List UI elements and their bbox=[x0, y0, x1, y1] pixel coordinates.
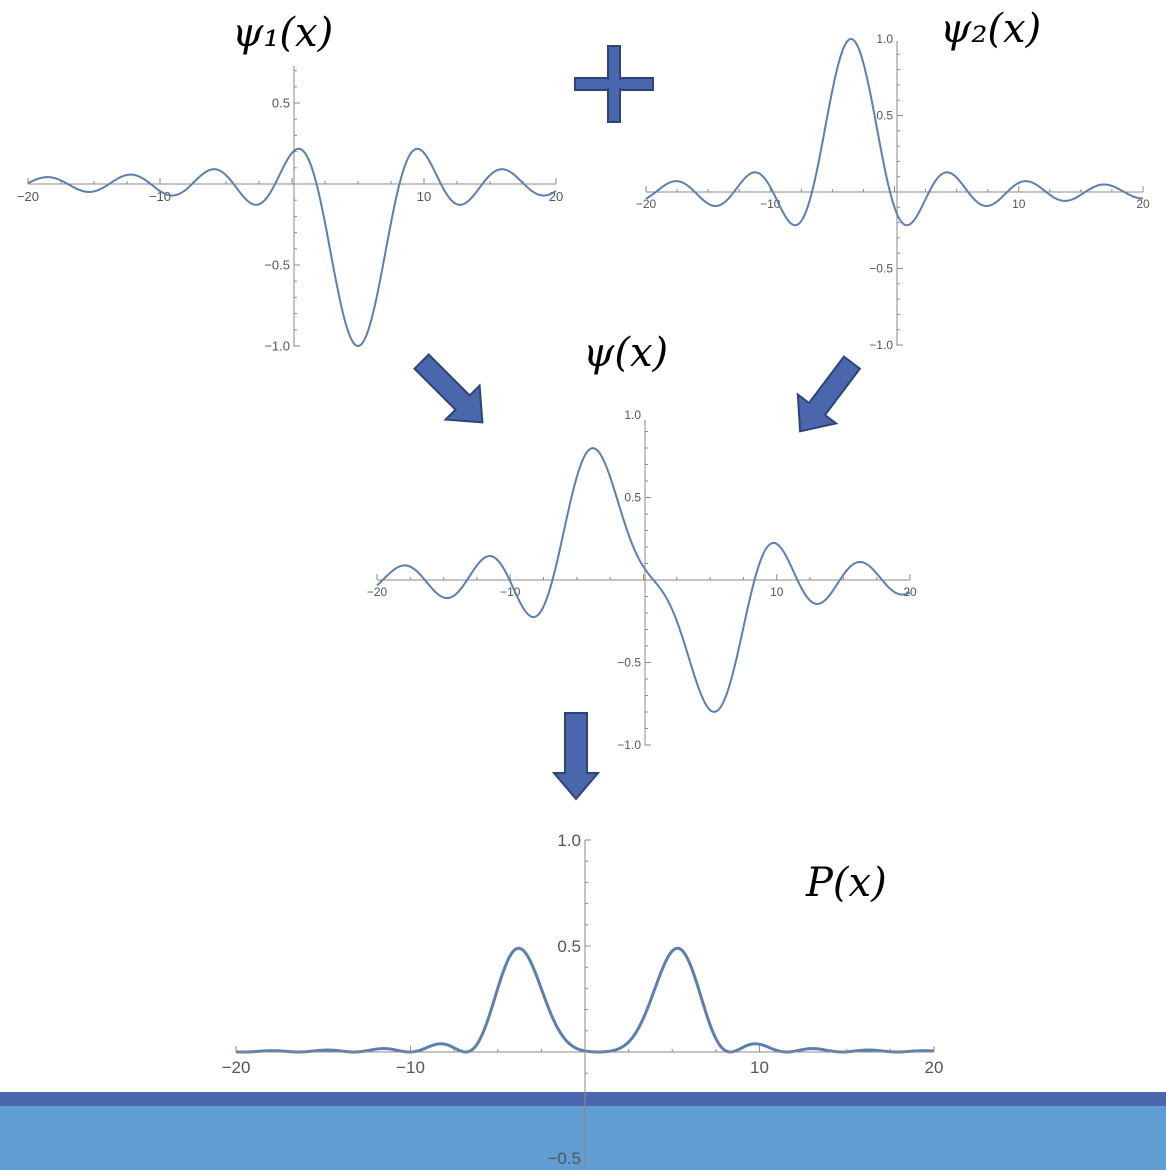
y-tick-label: 0.5 bbox=[624, 491, 641, 505]
axes bbox=[645, 41, 1144, 346]
y-tick-label: 1.0 bbox=[876, 32, 893, 46]
x-tick-label: −20 bbox=[17, 189, 39, 204]
footer-band-dark bbox=[0, 1092, 1166, 1106]
chart-probability bbox=[235, 946, 935, 1054]
arrow-shape bbox=[413, 353, 484, 424]
x-tick-label: 10 bbox=[1012, 197, 1026, 211]
plus-center-fill bbox=[577, 80, 651, 88]
x-tick-label: −20 bbox=[367, 585, 388, 599]
x-tick-label: 20 bbox=[903, 585, 917, 599]
psi1-title: ψ₁(x) bbox=[232, 10, 334, 56]
probability-title: P(x) bbox=[806, 860, 887, 906]
arrow-shape bbox=[551, 712, 601, 801]
psi2-series-line bbox=[645, 38, 1144, 227]
y-tick-label: 0.5 bbox=[876, 109, 893, 123]
chart-psi1: −20 −10 10 20 0.5 −0.5 −1.0 bbox=[17, 66, 563, 354]
chart-psi: −20 −10 10 20 1.0 0.5 −0.5 −1.0 bbox=[367, 408, 917, 752]
y-tick-label: 1.0 bbox=[624, 408, 641, 422]
y-tick-label: −0.5 bbox=[869, 262, 893, 276]
x-tick-label: 10 bbox=[417, 189, 431, 204]
y-tick-label: −0.5 bbox=[264, 258, 290, 273]
arrow-down-icon bbox=[551, 712, 601, 801]
y-tick-label: −0.5 bbox=[617, 656, 641, 670]
footer-band-light bbox=[0, 1106, 1166, 1170]
y-tick-label: −1.0 bbox=[264, 339, 290, 354]
x-tick-label: −20 bbox=[636, 197, 657, 211]
tick-labels: −20 −10 10 20 1.0 0.5 −0.5 −1.0 bbox=[367, 408, 917, 752]
arrow-down-right-icon bbox=[413, 353, 484, 424]
y-tick-label: 0.5 bbox=[272, 96, 290, 111]
psi-series-line bbox=[376, 447, 911, 713]
y-tick-label: −1.0 bbox=[869, 338, 893, 352]
x-tick-label: 10 bbox=[770, 585, 784, 599]
axes bbox=[27, 66, 557, 347]
chart-psi2: −20 −10 10 20 1.0 0.5 −0.5 −1.0 bbox=[636, 32, 1150, 352]
y-tick-label: −1.0 bbox=[617, 738, 641, 752]
axes bbox=[376, 420, 911, 746]
arrow-down-left-icon bbox=[796, 355, 862, 433]
psi-title: ψ(x) bbox=[583, 330, 669, 376]
x-tick-label: −10 bbox=[760, 197, 781, 211]
arrow-shape bbox=[796, 355, 862, 433]
psi2-title: ψ₂(x) bbox=[940, 6, 1042, 52]
probability-series-line bbox=[235, 946, 935, 1054]
x-tick-label: −10 bbox=[149, 189, 171, 204]
psi1-series-line bbox=[27, 147, 557, 347]
plus-icon bbox=[574, 45, 654, 123]
x-tick-label: 20 bbox=[1136, 197, 1150, 211]
x-tick-label: −10 bbox=[500, 585, 521, 599]
tick-labels: −20 −10 10 20 0.5 −0.5 −1.0 bbox=[17, 96, 563, 354]
tick-labels: −20 −10 10 20 1.0 0.5 −0.5 −1.0 bbox=[636, 32, 1150, 352]
